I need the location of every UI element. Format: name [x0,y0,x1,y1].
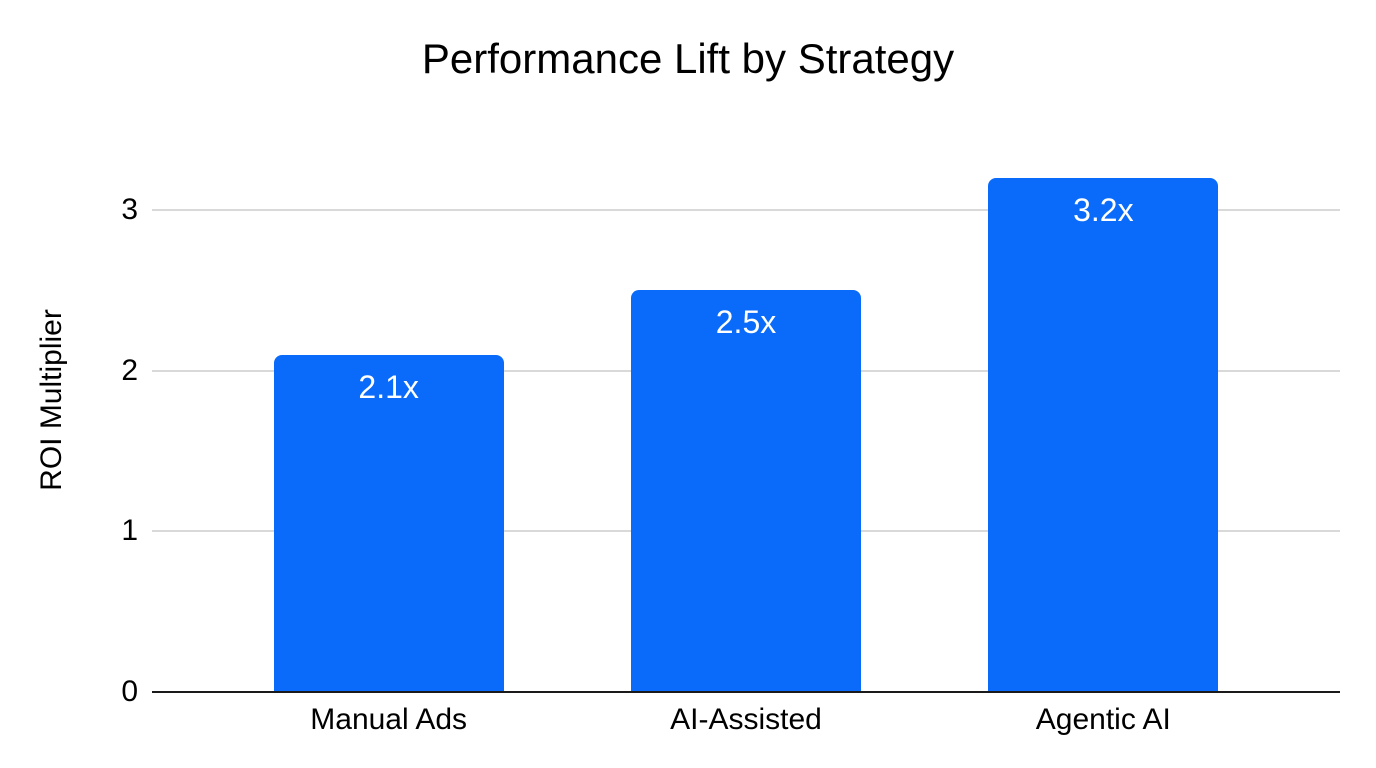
chart-title: Performance Lift by Strategy [421,35,955,82]
y-tick-label: 1 [121,514,138,548]
x-tick-label: Manual Ads [310,703,468,736]
bar-value-label: 2.5x [715,304,777,341]
bar-value-label: 3.2x [1073,191,1134,228]
y-axis-title: ROI Multiplier [35,309,68,491]
y-tick-label: 0 [121,675,138,708]
y-tick-label: 3 [121,192,138,226]
bar-value-label: 2.1x [358,368,419,405]
x-axis-line [152,691,1340,693]
y-tick-label: 2 [121,353,138,387]
gridline [152,208,1340,211]
bar: 2.1x [273,354,504,692]
x-tick-label: AI-Assisted [670,703,822,736]
bar: 2.5x [631,290,861,692]
bar: 3.2x [988,177,1219,692]
x-tick-label: Agentic AI [1035,703,1171,736]
